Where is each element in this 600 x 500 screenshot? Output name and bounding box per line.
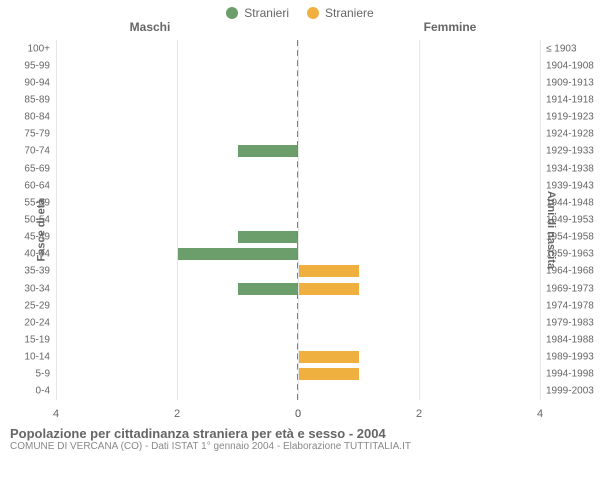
- chart-footer: Popolazione per cittadinanza straniera p…: [0, 420, 600, 452]
- age-label: 0-4: [36, 386, 56, 397]
- birth-year-label: 1904-1908: [540, 60, 594, 71]
- birth-year-label: ≤ 1903: [540, 43, 577, 54]
- age-label: 70-74: [24, 146, 56, 157]
- x-tick-label: 2: [174, 408, 180, 420]
- header-female: Femmine: [300, 20, 600, 34]
- header-male: Maschi: [0, 20, 300, 34]
- age-label: 85-89: [24, 94, 56, 105]
- age-label: 30-34: [24, 283, 56, 294]
- age-label: 5-9: [36, 369, 56, 380]
- age-label: 100+: [27, 43, 56, 54]
- birth-year-label: 1919-1923: [540, 112, 594, 123]
- birth-year-label: 1939-1943: [540, 180, 594, 191]
- birth-year-label: 1999-2003: [540, 386, 594, 397]
- bar-male: [238, 231, 299, 243]
- age-label: 55-59: [24, 197, 56, 208]
- age-label: 20-24: [24, 317, 56, 328]
- birth-year-label: 1979-1983: [540, 317, 594, 328]
- legend-swatch-female: [307, 7, 319, 19]
- side-headers: Maschi Femmine: [0, 20, 600, 40]
- bar-male: [238, 145, 299, 157]
- age-label: 80-84: [24, 112, 56, 123]
- legend-label-male: Stranieri: [244, 6, 289, 20]
- birth-year-label: 1984-1988: [540, 334, 594, 345]
- grid-line: [298, 40, 299, 400]
- grid-line: [540, 40, 541, 400]
- bar-female: [298, 265, 359, 277]
- legend: Stranieri Straniere: [0, 0, 600, 20]
- bar-male: [238, 283, 299, 295]
- grid-line: [177, 40, 178, 400]
- age-label: 90-94: [24, 77, 56, 88]
- birth-year-label: 1924-1928: [540, 129, 594, 140]
- age-label: 45-49: [24, 232, 56, 243]
- age-label: 60-64: [24, 180, 56, 191]
- birth-year-label: 1929-1933: [540, 146, 594, 157]
- population-pyramid-chart: Stranieri Straniere Maschi Femmine Fasce…: [0, 0, 600, 500]
- grid-line: [419, 40, 420, 400]
- chart-title: Popolazione per cittadinanza straniera p…: [10, 426, 590, 441]
- birth-year-label: 1909-1913: [540, 77, 594, 88]
- birth-year-label: 1994-1998: [540, 369, 594, 380]
- bar-female: [298, 351, 359, 363]
- birth-year-label: 1949-1953: [540, 214, 594, 225]
- x-tick-label: 0: [295, 408, 301, 420]
- age-label: 15-19: [24, 334, 56, 345]
- birth-year-label: 1974-1978: [540, 300, 594, 311]
- birth-year-label: 1989-1993: [540, 352, 594, 363]
- age-label: 25-29: [24, 300, 56, 311]
- legend-swatch-male: [226, 7, 238, 19]
- legend-label-female: Straniere: [325, 6, 374, 20]
- birth-year-label: 1934-1938: [540, 163, 594, 174]
- bar-female: [298, 368, 359, 380]
- bar-male: [177, 248, 298, 260]
- age-label: 35-39: [24, 266, 56, 277]
- birth-year-label: 1969-1973: [540, 283, 594, 294]
- age-label: 10-14: [24, 352, 56, 363]
- bar-female: [298, 283, 359, 295]
- age-label: 40-44: [24, 249, 56, 260]
- legend-item-female: Straniere: [307, 6, 374, 20]
- age-label: 65-69: [24, 163, 56, 174]
- plot-area: Fasce di età Anni di nascita 100+≤ 19039…: [56, 40, 540, 420]
- x-tick-label: 2: [416, 408, 422, 420]
- birth-year-label: 1914-1918: [540, 94, 594, 105]
- legend-item-male: Stranieri: [226, 6, 289, 20]
- birth-year-label: 1964-1968: [540, 266, 594, 277]
- x-tick-label: 4: [53, 408, 59, 420]
- birth-year-label: 1959-1963: [540, 249, 594, 260]
- age-label: 75-79: [24, 129, 56, 140]
- birth-year-label: 1944-1948: [540, 197, 594, 208]
- age-label: 95-99: [24, 60, 56, 71]
- birth-year-label: 1954-1958: [540, 232, 594, 243]
- x-tick-label: 4: [537, 408, 543, 420]
- chart-subtitle: COMUNE DI VERCANA (CO) - Dati ISTAT 1° g…: [10, 441, 590, 452]
- grid-line: [56, 40, 57, 400]
- age-label: 50-54: [24, 214, 56, 225]
